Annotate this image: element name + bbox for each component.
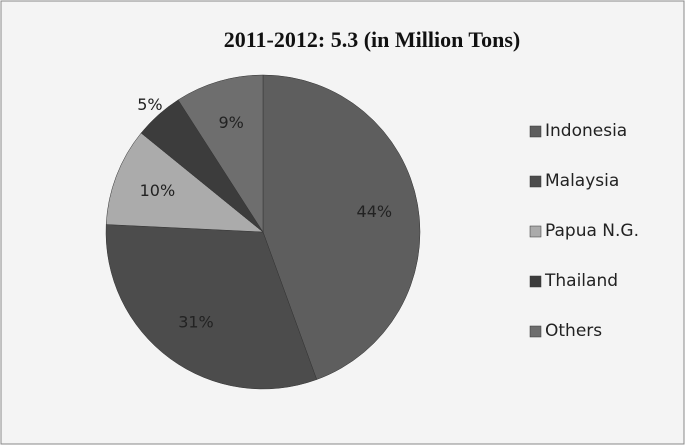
data-label: 31% xyxy=(178,313,214,332)
legend-swatch xyxy=(529,125,542,138)
pie-slice xyxy=(262,74,421,380)
legend-swatch xyxy=(529,325,542,338)
legend-swatch xyxy=(529,225,542,238)
legend-swatch xyxy=(529,175,542,188)
legend-label: Malaysia xyxy=(545,171,619,191)
legend-label: Thailand xyxy=(544,271,618,291)
pie-slice xyxy=(105,224,318,390)
pie: 44% 31% 10% 5% 9% xyxy=(105,74,421,390)
data-label: 44% xyxy=(357,202,393,221)
legend-label: Papua N.G. xyxy=(545,221,639,241)
legend-swatch xyxy=(529,275,542,288)
data-label: 5% xyxy=(137,95,162,114)
data-label: 10% xyxy=(140,181,176,200)
pie-slice xyxy=(105,132,264,233)
legend-label: Indonesia xyxy=(545,121,627,141)
chart-title: 2011-2012: 5.3 (in Million Tons) xyxy=(224,27,520,52)
legend: Indonesia Malaysia Papua N.G. Thailand Other… xyxy=(529,121,639,341)
data-label: 9% xyxy=(218,113,243,132)
pie-slice xyxy=(177,74,264,233)
legend-label: Others xyxy=(545,321,602,341)
